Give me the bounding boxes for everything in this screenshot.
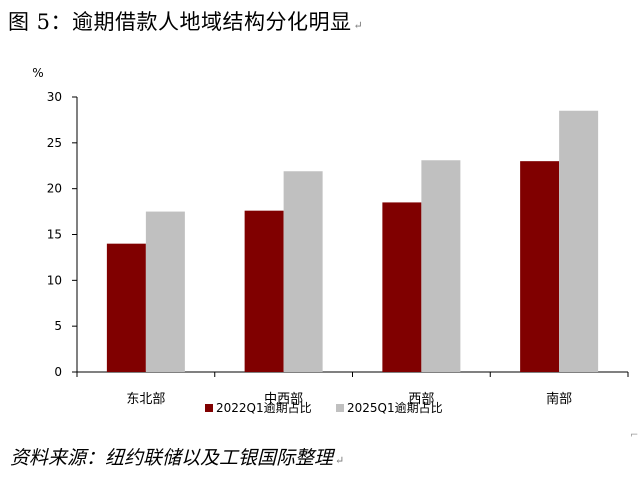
bar-1 bbox=[382, 202, 422, 372]
legend-swatch bbox=[336, 404, 344, 412]
source-note: 资料来源：纽约联储以及工银国际整理 ↵ bbox=[10, 443, 344, 470]
bar-1 bbox=[520, 161, 560, 372]
paragraph-mark-icon: ↵ bbox=[335, 454, 345, 467]
legend-label: 2025Q1逾期占比 bbox=[347, 400, 443, 415]
x-tick-label: 西部 bbox=[408, 392, 434, 407]
bar-2 bbox=[421, 160, 461, 372]
legend-swatch bbox=[205, 404, 213, 412]
x-tick-label: 中西部 bbox=[264, 392, 303, 407]
figure-title-text: 图 5：逾期借款人地域结构分化明显 bbox=[8, 10, 352, 34]
y-tick-label: 25 bbox=[47, 136, 62, 150]
y-axis-unit-label: % bbox=[32, 66, 43, 80]
y-tick-label: 15 bbox=[47, 228, 62, 242]
y-tick-label: 10 bbox=[47, 273, 62, 287]
y-tick-label: 30 bbox=[47, 90, 62, 104]
bar-1 bbox=[106, 243, 146, 372]
paragraph-mark-icon: ↵ bbox=[353, 19, 364, 32]
y-tick-label: 0 bbox=[54, 365, 62, 379]
bar-2 bbox=[145, 211, 185, 372]
x-tick-label: 东北部 bbox=[126, 392, 165, 407]
figure-title: 图 5：逾期借款人地域结构分化明显 ↵ bbox=[8, 6, 363, 36]
x-tick-label: 南部 bbox=[546, 391, 572, 407]
legend-label: 2022Q1逾期占比 bbox=[216, 400, 312, 415]
source-note-text: 资料来源：纽约联储以及工银国际整理 bbox=[10, 447, 334, 469]
bar-2 bbox=[283, 171, 323, 372]
bar-2 bbox=[559, 110, 599, 372]
corner-mark: ⌐ bbox=[630, 430, 639, 441]
y-tick-label: 5 bbox=[54, 319, 62, 333]
bar-1 bbox=[244, 210, 284, 372]
y-tick-label: 20 bbox=[47, 182, 62, 196]
